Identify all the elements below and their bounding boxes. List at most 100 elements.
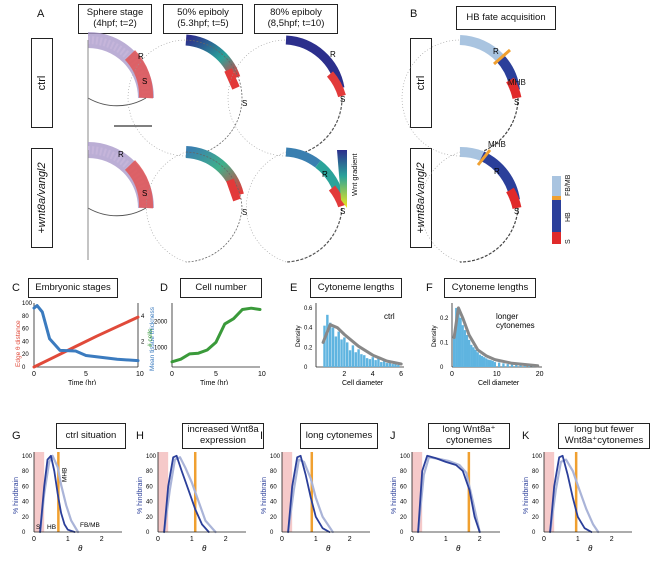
- panel-e-ylabel: Density: [295, 325, 302, 347]
- panel-d-xtick: 0: [170, 371, 174, 378]
- panel-e-bar: [346, 342, 349, 367]
- panel-g-series-line: [38, 454, 80, 534]
- panel-k-ytick: 100: [532, 454, 543, 460]
- panel-h-ytick: 40: [146, 500, 153, 506]
- panel-k-letter: K: [522, 430, 530, 442]
- panel-f-title: Cytoneme lengths: [444, 278, 536, 298]
- panel-f-bar: [470, 344, 473, 367]
- panel-c-ytick: 60: [22, 327, 29, 333]
- panel-d-cells-line: [170, 306, 262, 364]
- panel-f-xtick: 10: [493, 371, 501, 378]
- panel-e-bar: [328, 322, 332, 367]
- embryo-50-wnt: S: [146, 146, 247, 263]
- panel-h-letter: H: [136, 430, 144, 442]
- panel-a-row1-label: ctrl: [31, 38, 53, 128]
- panel-f-bar: [463, 330, 467, 367]
- panel-e-bar: [326, 314, 329, 367]
- panel-e-bar: [351, 345, 355, 367]
- panel-c-thickness-line: [32, 304, 140, 363]
- panel-k-xtick: 2: [610, 536, 614, 543]
- panel-a-col1-title: Sphere stage (4hpf; t=2): [78, 4, 152, 34]
- panel-e-annotation: ctrl: [384, 312, 395, 321]
- panel-e-bar: [340, 339, 343, 367]
- panel-j-title: long Wnt8a⁺ cytonemes: [428, 423, 510, 449]
- svg-text:S: S: [514, 207, 519, 216]
- panel-e-bar: [394, 363, 397, 367]
- svg-text:R: R: [322, 170, 328, 179]
- panel-c-ytick: 20: [22, 352, 29, 358]
- panel-j-xlabel: θ: [456, 544, 461, 553]
- legend-s-swatch: [552, 232, 561, 244]
- panel-f-xtick: 20: [536, 371, 544, 378]
- panel-h-ytick: 80: [146, 469, 153, 475]
- panel-f-letter: F: [426, 282, 433, 294]
- svg-text:R: R: [118, 150, 124, 159]
- panel-e-bar: [360, 354, 363, 367]
- panel-j-xtick: 0: [410, 536, 414, 543]
- embryo-sphere-ctrl: R S: [87, 32, 154, 156]
- panel-j-xtick: 1: [444, 536, 448, 543]
- panel-c-xtick: 5: [84, 371, 88, 378]
- panel-k-ytick: 0: [532, 530, 536, 536]
- panel-i-ytick: 40: [270, 500, 277, 506]
- panel-j-ytick: 100: [400, 454, 411, 460]
- panel-e-bar: [331, 327, 335, 367]
- panel-g-hb-label: HB: [47, 524, 56, 531]
- panel-a-col3-title: 80% epiboly (8,5hpf; t=10): [254, 4, 338, 34]
- panel-i-title: long cytonemes: [300, 423, 378, 449]
- panel-f-ylabel: Density: [431, 325, 438, 347]
- panel-f-bar: [502, 363, 505, 367]
- panel-c-ytick: 100: [22, 301, 33, 307]
- panel-f-xtick: 0: [450, 371, 454, 378]
- embryo-sphere-wnt: R S: [87, 142, 154, 260]
- panel-e-bar: [363, 355, 366, 367]
- panel-d-ytick: 1000: [154, 345, 168, 351]
- panel-i-ytick: 60: [270, 484, 277, 490]
- panel-b-mhb-label-1: MHB: [508, 78, 526, 87]
- panel-d-ytick: 2000: [154, 319, 168, 325]
- panel-f-xlabel: Cell diameter: [478, 380, 520, 385]
- panel-a-embryo-drawings: R S S R S R S S: [87, 32, 347, 263]
- panel-c-edge-line: [32, 315, 140, 369]
- panel-e-bar: [382, 361, 386, 367]
- panel-j-ytick: 60: [400, 484, 407, 490]
- panel-g-ytick: 40: [22, 500, 29, 506]
- panel-f-annotation: cytonemes: [496, 321, 535, 330]
- panel-h-ytick: 60: [146, 484, 153, 490]
- panel-a-letter: A: [37, 8, 45, 20]
- panel-g-ytick: 20: [22, 515, 29, 521]
- panel-j-ylabel: % hindbrain: [391, 477, 398, 514]
- panel-i-series-line: [287, 458, 334, 534]
- panel-e-bar: [348, 350, 352, 367]
- panel-e-bar: [377, 358, 380, 367]
- panel-k-ytick: 40: [532, 500, 539, 506]
- panel-e-bar: [374, 360, 377, 367]
- panel-j-xtick: 2: [478, 536, 482, 543]
- svg-text:R: R: [494, 167, 500, 176]
- svg-text:S: S: [242, 99, 247, 108]
- panel-e-bar: [354, 352, 357, 367]
- panel-i-ytick: 0: [270, 530, 274, 536]
- panel-c-ytick: 0: [22, 365, 26, 371]
- panel-f-bar: [461, 325, 464, 367]
- panel-i-ylabel: % hindbrain: [261, 477, 268, 514]
- panel-f-bar: [506, 364, 509, 367]
- panel-e-ytick: 0: [304, 365, 308, 371]
- panel-g-letter: G: [12, 430, 21, 442]
- panel-e-bar: [371, 357, 374, 367]
- wnt-gradient-colorbar: [337, 150, 347, 208]
- panel-f-bar: [493, 362, 497, 367]
- svg-text:S: S: [340, 207, 345, 216]
- panel-k-series-line: [549, 454, 593, 533]
- panel-h-xlabel: θ: [202, 544, 207, 553]
- panel-f-bar: [472, 347, 475, 367]
- panel-k-ylabel: % hindbrain: [523, 477, 530, 514]
- panel-d-xtick: 10: [258, 371, 266, 378]
- panel-f-bar: [482, 357, 486, 367]
- panel-d-xlabel: Time (hr): [200, 380, 228, 385]
- panel-i-s-region: [282, 452, 293, 532]
- panel-f-bar: [455, 307, 458, 367]
- panel-h-title: increased Wnt8a expression: [182, 423, 264, 449]
- embryo-50-ctrl: S: [127, 34, 247, 157]
